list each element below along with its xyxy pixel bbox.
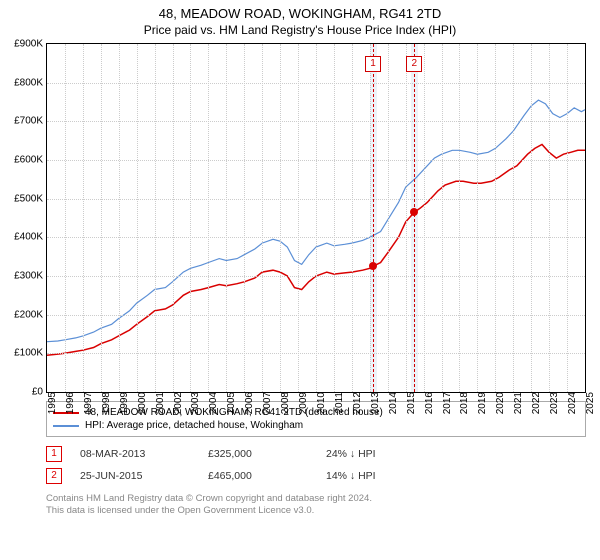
legend-swatch xyxy=(53,425,79,427)
x-axis-label: 2014 xyxy=(385,392,399,414)
y-axis-label: £500K xyxy=(14,193,47,204)
marker-dot xyxy=(410,208,418,216)
y-axis-label: £100K xyxy=(14,348,47,359)
grid-line-v xyxy=(513,44,514,392)
grid-line-v xyxy=(262,44,263,392)
event-row-date: 25-JUN-2015 xyxy=(80,470,190,482)
x-axis-label: 1997 xyxy=(80,392,94,414)
chart-title: 48, MEADOW ROAD, WOKINGHAM, RG41 2TD xyxy=(0,0,600,21)
grid-line-v xyxy=(424,44,425,392)
grid-line-v xyxy=(352,44,353,392)
y-axis-label: £300K xyxy=(14,271,47,282)
grid-line-v xyxy=(280,44,281,392)
grid-line-v xyxy=(459,44,460,392)
event-row-price: £465,000 xyxy=(208,470,308,482)
chart-container: 48, MEADOW ROAD, WOKINGHAM, RG41 2TD Pri… xyxy=(0,0,600,518)
x-axis-label: 2011 xyxy=(331,392,345,414)
grid-line-v xyxy=(406,44,407,392)
chart-subtitle: Price paid vs. HM Land Registry's House … xyxy=(0,21,600,43)
x-axis-label: 2016 xyxy=(421,392,435,414)
grid-line-v xyxy=(83,44,84,392)
x-axis-label: 2005 xyxy=(223,392,237,414)
grid-line-v xyxy=(173,44,174,392)
y-axis-label: £200K xyxy=(14,309,47,320)
grid-line-v xyxy=(226,44,227,392)
grid-line-v xyxy=(531,44,532,392)
x-axis-label: 2006 xyxy=(241,392,255,414)
x-axis-label: 1998 xyxy=(98,392,112,414)
x-axis-label: 1999 xyxy=(116,392,130,414)
event-row-delta: 24% ↓ HPI xyxy=(326,448,376,460)
event-row-price: £325,000 xyxy=(208,448,308,460)
event-line xyxy=(373,44,374,392)
event-row: 1 08-MAR-2013 £325,000 24% ↓ HPI xyxy=(46,443,586,465)
x-axis-label: 2025 xyxy=(582,392,596,414)
x-axis-label: 2021 xyxy=(510,392,524,414)
footnote: Contains HM Land Registry data © Crown c… xyxy=(46,493,586,518)
grid-line-v xyxy=(316,44,317,392)
grid-line-v xyxy=(549,44,550,392)
x-axis-label: 2004 xyxy=(205,392,219,414)
events-table: 1 08-MAR-2013 £325,000 24% ↓ HPI 2 25-JUN-201… xyxy=(46,443,586,487)
legend-item: HPI: Average price, detached house, Woki… xyxy=(53,419,579,432)
y-axis-label: £900K xyxy=(14,39,47,50)
x-axis-label: 2007 xyxy=(259,392,273,414)
x-axis-label: 2015 xyxy=(403,392,417,414)
footnote-line: This data is licensed under the Open Gov… xyxy=(46,505,586,517)
x-axis-label: 2002 xyxy=(170,392,184,414)
event-badge: 1 xyxy=(365,56,381,72)
y-axis-label: £400K xyxy=(14,232,47,243)
x-axis-label: 2017 xyxy=(439,392,453,414)
chart-plot-area: £0£100K£200K£300K£400K£500K£600K£700K£80… xyxy=(46,43,586,393)
grid-line-v xyxy=(334,44,335,392)
grid-line-v xyxy=(477,44,478,392)
grid-line-v xyxy=(298,44,299,392)
grid-line-v xyxy=(370,44,371,392)
x-axis-label: 2019 xyxy=(474,392,488,414)
x-axis-label: 2023 xyxy=(546,392,560,414)
grid-line-v xyxy=(119,44,120,392)
grid-line-v xyxy=(65,44,66,392)
x-axis-label: 2018 xyxy=(456,392,470,414)
grid-line-v xyxy=(388,44,389,392)
x-axis-label: 1996 xyxy=(62,392,76,414)
grid-line-v xyxy=(442,44,443,392)
x-axis-label: 2024 xyxy=(564,392,578,414)
x-axis-label: 1995 xyxy=(44,392,58,414)
x-axis-label: 2022 xyxy=(528,392,542,414)
x-axis-label: 2010 xyxy=(313,392,327,414)
grid-line-v xyxy=(244,44,245,392)
event-line xyxy=(414,44,415,392)
grid-line-v xyxy=(137,44,138,392)
marker-dot xyxy=(369,262,377,270)
grid-line-v xyxy=(495,44,496,392)
grid-line-v xyxy=(155,44,156,392)
event-badge: 2 xyxy=(406,56,422,72)
x-axis-label: 2020 xyxy=(492,392,506,414)
grid-line-v xyxy=(567,44,568,392)
x-axis-label: 2009 xyxy=(295,392,309,414)
grid-line-v xyxy=(208,44,209,392)
event-row-date: 08-MAR-2013 xyxy=(80,448,190,460)
x-axis-label: 2003 xyxy=(187,392,201,414)
legend-label: HPI: Average price, detached house, Woki… xyxy=(85,420,303,431)
y-axis-label: £600K xyxy=(14,155,47,166)
grid-line-v xyxy=(190,44,191,392)
x-axis-label: 2013 xyxy=(367,392,381,414)
y-axis-label: £800K xyxy=(14,77,47,88)
event-row-badge: 2 xyxy=(46,468,62,484)
x-axis-label: 2012 xyxy=(349,392,363,414)
event-row: 2 25-JUN-2015 £465,000 14% ↓ HPI xyxy=(46,465,586,487)
x-axis-label: 2001 xyxy=(152,392,166,414)
x-axis-label: 2008 xyxy=(277,392,291,414)
event-row-delta: 14% ↓ HPI xyxy=(326,470,376,482)
event-row-badge: 1 xyxy=(46,446,62,462)
footnote-line: Contains HM Land Registry data © Crown c… xyxy=(46,493,586,505)
y-axis-label: £700K xyxy=(14,116,47,127)
grid-line-v xyxy=(101,44,102,392)
x-axis-label: 2000 xyxy=(134,392,148,414)
